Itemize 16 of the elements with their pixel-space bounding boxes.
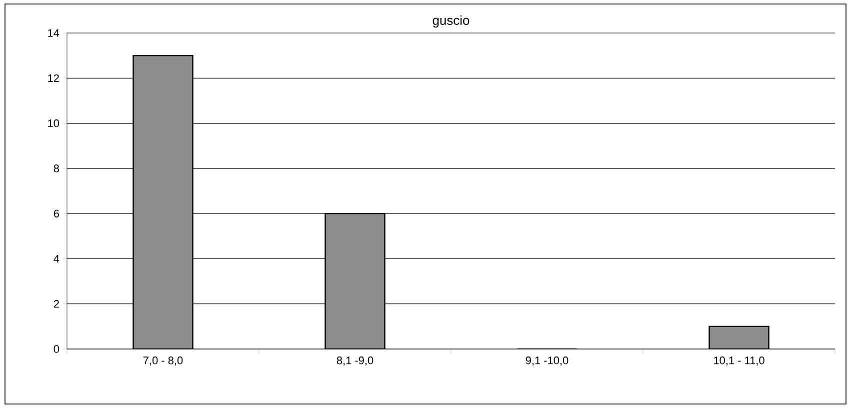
x-tick-label: 10,1 - 11,0 (714, 356, 764, 366)
y-tick-label: 2 (54, 300, 59, 308)
bar (708, 326, 770, 349)
y-tick-label: 14 (48, 29, 60, 37)
y-tick-label: 8 (54, 164, 59, 172)
chart-title: guscio (432, 15, 470, 28)
y-tick-label: 12 (48, 74, 59, 82)
y-tick-label: 4 (54, 254, 60, 262)
y-tick-label: 10 (48, 119, 60, 128)
bar (324, 212, 386, 349)
y-tick-label: 6 (54, 210, 59, 218)
x-tick-label: 7,0 - 8,0 (143, 356, 183, 366)
bar (132, 54, 194, 349)
x-tick-label: 8,1 -9,0 (336, 356, 374, 366)
x-tick-label: 9,1 -10,0 (526, 356, 568, 366)
y-tick-label: 0 (54, 345, 60, 353)
